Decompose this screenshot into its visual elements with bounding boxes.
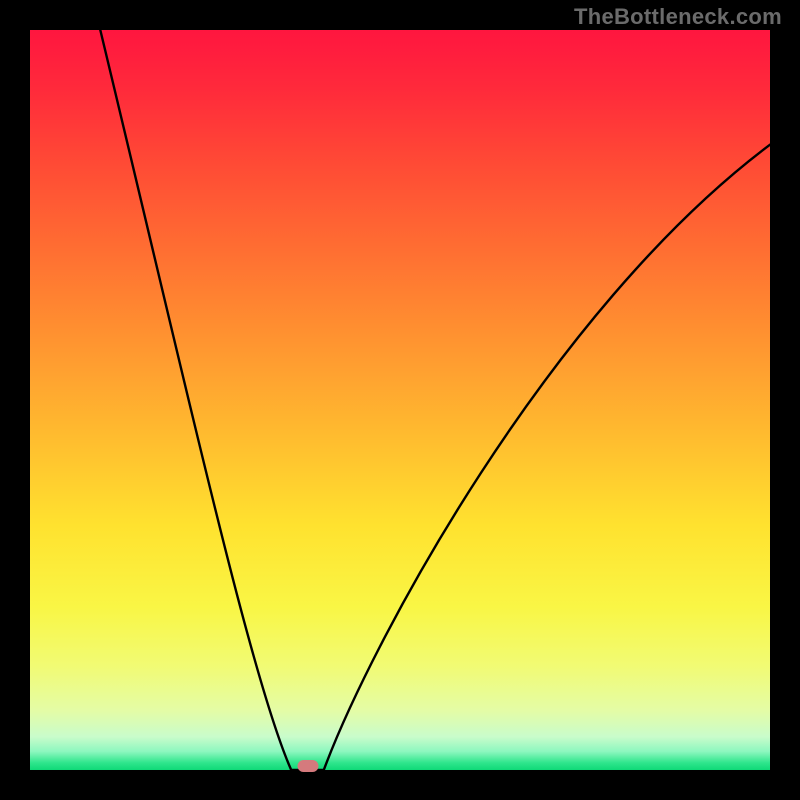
vertex-marker bbox=[297, 760, 318, 772]
watermark-text: TheBottleneck.com bbox=[574, 4, 782, 30]
chart-frame: TheBottleneck.com bbox=[0, 0, 800, 800]
bottleneck-curve bbox=[100, 30, 770, 770]
curve-layer bbox=[0, 0, 800, 800]
